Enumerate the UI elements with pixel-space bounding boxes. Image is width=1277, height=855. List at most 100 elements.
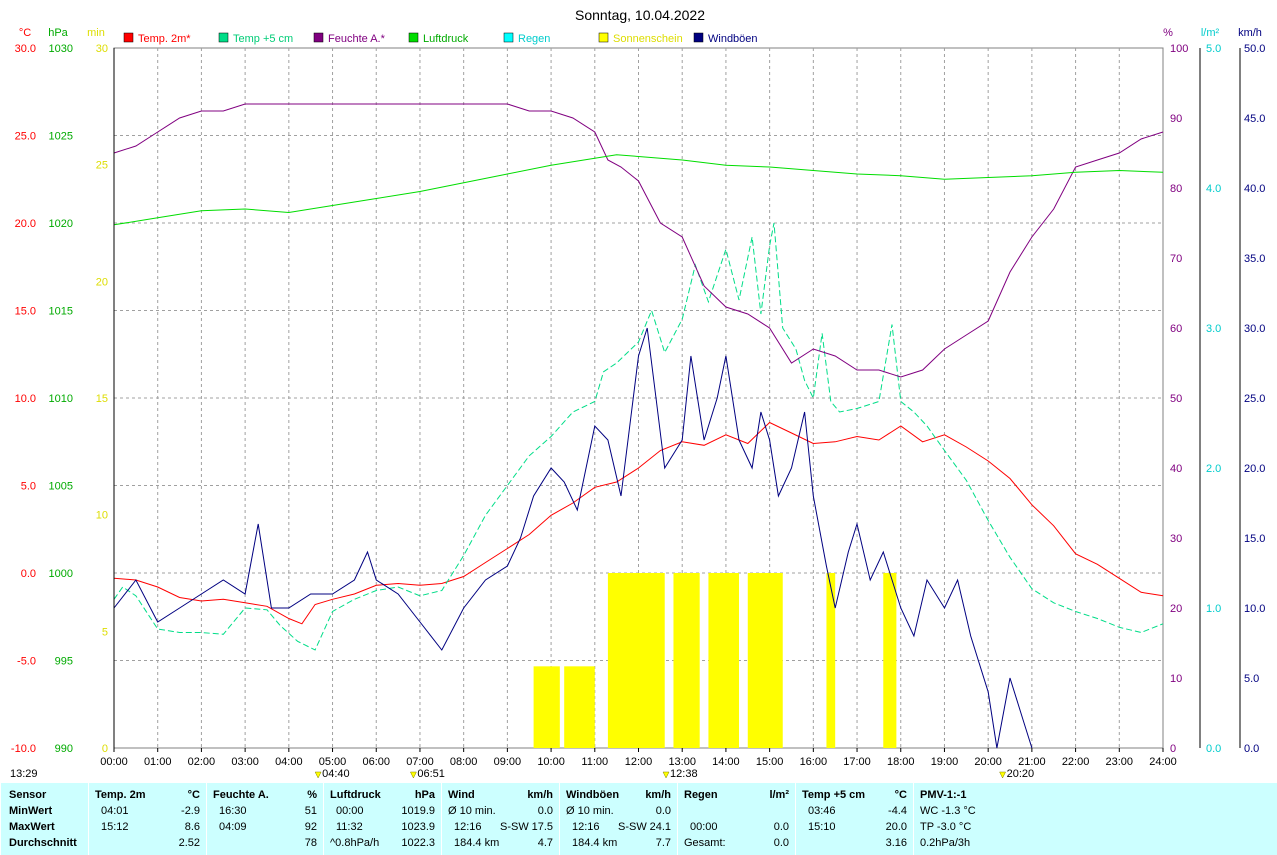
legend-swatch: [693, 32, 704, 43]
stats-boeen-avg: 0.0: [655, 805, 671, 817]
stats-regen-total: 0.0: [773, 837, 789, 849]
x-tick-label: 04:00: [275, 756, 303, 768]
y-tick-pressure: 990: [55, 743, 73, 755]
series-temp-5cm: [113, 222, 1164, 651]
y-tick-sunshine: 5: [102, 626, 108, 638]
stats-pmv-wc: WC -1.3 °C: [920, 805, 976, 817]
stats-feuchte-header: Feuchte A.: [213, 789, 269, 801]
stats-regen-max-time: 00:00: [690, 821, 718, 833]
y-tick-humidity: 90: [1170, 113, 1182, 125]
sunshine-bar: [708, 573, 740, 748]
marker-label: 12:38: [670, 768, 698, 780]
chart-title: Sonntag, 10.04.2022: [575, 7, 705, 23]
sunshine-bar: [747, 573, 783, 748]
y-tick-humidity: 100: [1170, 43, 1188, 55]
y-tick-temp: 10.0: [15, 393, 36, 405]
series-pressure: [113, 154, 1164, 226]
stats-luftdruck-unit: hPa: [414, 789, 435, 801]
stats-wind-max: 17.5: [531, 821, 553, 833]
unit-lm2: l/m²: [1201, 27, 1220, 39]
axes: 00:00 01:00 02:00 03:00 04:00 05:00 06:00 07:00…: [11, 43, 1266, 768]
weather-chart: 00:00 01:00 02:00 03:00 04:00 05:00 06:00 07:00…: [10, 7, 1266, 780]
y-tick-wind: 40.0: [1244, 183, 1265, 195]
stats-pmv-tp: TP -3.0 °C: [920, 821, 972, 833]
y-tick-rain: 0.0: [1206, 743, 1221, 755]
x-tick-label: 11:00: [581, 756, 608, 768]
stats-temp2m-avg: 2.52: [178, 837, 200, 849]
stats-col-pmv: PMV-1:-1 WC -1.3 °C TP -3.0 °C 0.2hPa/3h: [913, 783, 1013, 855]
x-tick-label: 07:00: [406, 756, 434, 768]
y-tick-pressure: 1010: [49, 393, 73, 405]
stats-wind-header: Wind: [448, 789, 475, 801]
sunshine-bar: [826, 573, 836, 748]
stats-temp5-max: 20.0: [885, 821, 907, 833]
legend-label: Windböen: [708, 33, 758, 45]
x-tick-label: 15:00: [756, 756, 784, 768]
y-tick-humidity: 20: [1170, 603, 1182, 615]
y-tick-sunshine: 10: [96, 510, 108, 522]
stats-col-feuchte: Feuchte A. % 16:30 51 04:09 92 78: [206, 783, 323, 855]
legend-label: Temp. 2m*: [138, 33, 191, 45]
stats-luftdruck-max: 1023.9: [401, 821, 435, 833]
y-tick-wind: 10.0: [1244, 603, 1265, 615]
y-tick-temp: -10.0: [11, 743, 36, 755]
y-tick-temp: 5.0: [21, 481, 36, 493]
stats-col-sensor: Sensor MinWert MaxWert Durchschnitt: [0, 783, 88, 855]
statistics-table: Sensor MinWert MaxWert Durchschnitt Temp…: [0, 783, 1277, 855]
y-tick-temp: 30.0: [15, 43, 36, 55]
y-tick-humidity: 30: [1170, 533, 1182, 545]
legend-swatch: [123, 32, 134, 43]
x-tick-label: 02:00: [188, 756, 216, 768]
stats-boeen-max: 24.1: [649, 821, 671, 833]
y-tick-pressure: 995: [55, 656, 73, 668]
y-tick-sunshine: 30: [96, 43, 108, 55]
stats-temp2m-max: 8.6: [184, 821, 200, 833]
x-tick-label: 08:00: [450, 756, 478, 768]
y-tick-wind: 45.0: [1244, 113, 1265, 125]
stats-luftdruck-header: Luftdruck: [330, 789, 381, 801]
y-tick-wind: 30.0: [1244, 323, 1265, 335]
stats-header-sensor: Sensor: [9, 789, 47, 801]
sunshine-bar: [564, 666, 595, 748]
x-tick-label: 05:00: [319, 756, 347, 768]
stats-luftdruck-max-time: 11:32: [336, 821, 363, 833]
sunshine-bar: [673, 573, 700, 748]
marker-label: 20:20: [1007, 768, 1035, 780]
stats-wind-avg-label: Ø 10 min.: [448, 805, 496, 817]
unit-min: min: [87, 27, 105, 39]
stats-boeen-header: Windböen: [566, 789, 620, 801]
x-tick-label: 10:00: [537, 756, 565, 768]
unit-kmh: km/h: [1238, 27, 1262, 39]
y-tick-humidity: 0: [1170, 743, 1176, 755]
marker-triangle: [662, 771, 670, 779]
y-tick-pressure: 1025: [49, 131, 73, 143]
stats-temp2m-max-time: 15:12: [101, 821, 129, 833]
legend-label: Sonnenschein: [613, 33, 683, 45]
x-tick-label: 01:00: [144, 756, 172, 768]
x-tick-label: 17:00: [843, 756, 871, 768]
stats-boeen-max-dir: S-SW: [618, 821, 647, 833]
stats-boeen-max-time: 12:16: [572, 821, 600, 833]
y-tick-sunshine: 0: [102, 743, 108, 755]
stats-regen-unit: l/m²: [769, 789, 789, 801]
stats-regen-max: 0.0: [773, 821, 789, 833]
y-tick-temp: 20.0: [15, 218, 36, 230]
y-tick-wind: 0.0: [1244, 743, 1259, 755]
stats-temp5-unit: °C: [894, 789, 907, 801]
stats-temp5-header: Temp +5 cm: [802, 789, 866, 801]
unit-hpa: hPa: [48, 27, 68, 39]
stats-temp5-max-time: 15:10: [808, 821, 836, 833]
stats-boeen-mean: 7.7: [655, 837, 671, 849]
y-tick-wind: 15.0: [1244, 533, 1265, 545]
stats-temp2m-min: -2.9: [181, 805, 200, 817]
legend-label: Feuchte A.*: [328, 33, 386, 45]
stats-temp5-min: -4.4: [888, 805, 907, 817]
stats-temp2m-unit: °C: [187, 789, 200, 801]
marker-triangle: [314, 771, 322, 779]
stats-feuchte-min: 51: [304, 805, 317, 817]
stats-luftdruck-trend: ^0.8hPa/h: [330, 837, 380, 849]
y-tick-pressure: 1030: [49, 43, 73, 55]
stats-col-boeen: Windböen km/h Ø 10 min. 0.0 12:16 S-SW 2…: [559, 783, 677, 855]
legend-label: Regen: [518, 33, 550, 45]
x-tick-label: 13:00: [668, 756, 696, 768]
